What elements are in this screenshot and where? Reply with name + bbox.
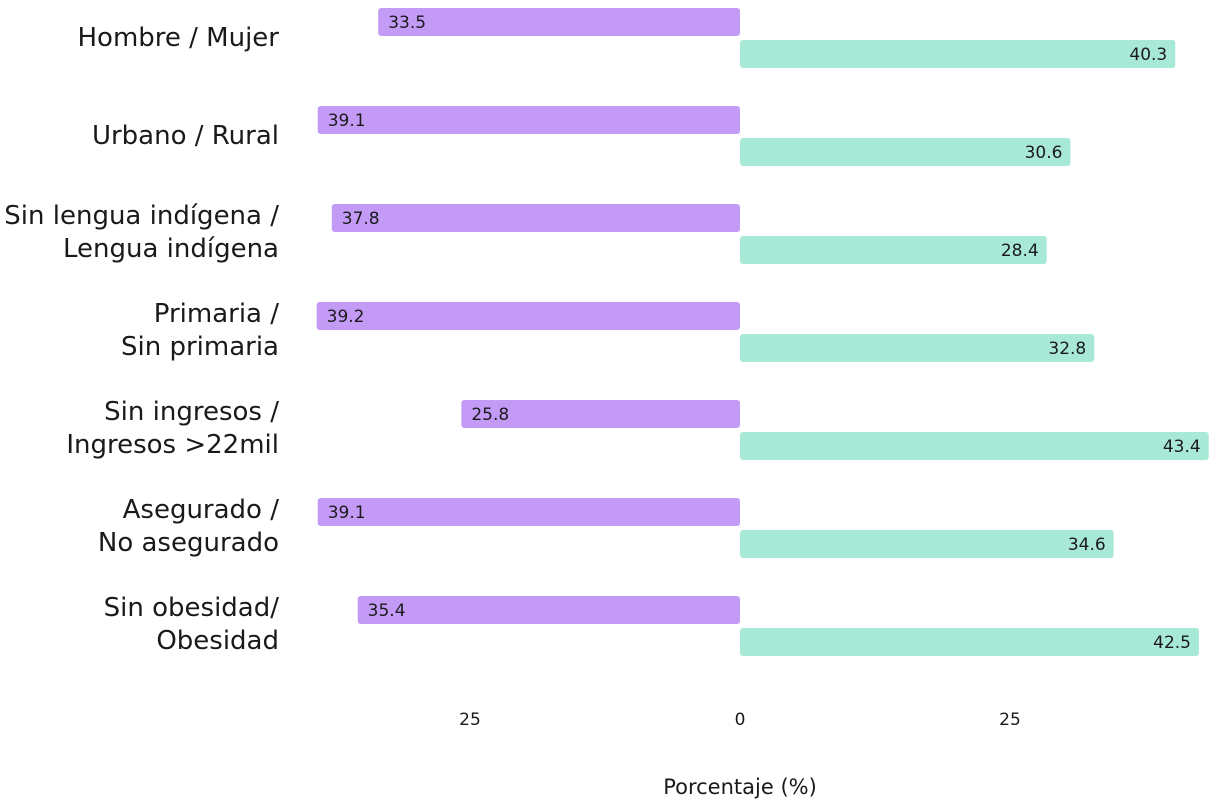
category-label-line: Hombre / Mujer (77, 23, 279, 53)
data-label: 39.2 (327, 307, 365, 327)
category-label: Hombre / Mujer (77, 23, 279, 53)
category-label-line: Ingresos >22mil (66, 430, 279, 460)
bar-right (740, 334, 1095, 362)
bar-right (740, 236, 1047, 264)
data-label: 35.4 (368, 601, 406, 621)
data-label: 39.1 (328, 111, 366, 131)
category-label-line: Asegurado / (123, 495, 280, 525)
category-label-line: Sin lengua indígena / (4, 201, 279, 231)
category-label-line: Sin ingresos / (104, 397, 279, 427)
category-label-line: Sin primaria (121, 332, 279, 362)
bar-left (378, 8, 740, 36)
bar-left (357, 596, 740, 624)
data-label: 34.6 (1068, 535, 1106, 555)
bar-left (331, 204, 740, 232)
category-label: Primaria / Sin primaria (121, 299, 279, 362)
x-tick-label: 25 (999, 710, 1021, 730)
bar-left (317, 498, 740, 526)
category-label-line: Primaria / (154, 299, 280, 329)
category-label: Sin lengua indígena / Lengua indígena (4, 201, 279, 264)
bar-right (740, 432, 1209, 460)
data-label: 37.8 (342, 209, 380, 229)
data-label: 40.3 (1129, 45, 1167, 65)
bar-left (461, 400, 740, 428)
category-label-line: Urbano / Rural (92, 121, 279, 151)
data-label: 39.1 (328, 503, 366, 523)
data-label: 43.4 (1163, 437, 1201, 457)
data-label: 32.8 (1048, 339, 1086, 359)
x-tick-label: 25 (459, 710, 481, 730)
data-label: 25.8 (471, 405, 509, 425)
bars-layer (316, 8, 1209, 656)
bar-left (316, 302, 740, 330)
x-axis-title: Porcentaje (%) (663, 775, 817, 799)
category-label-line: Sin obesidad/ (104, 593, 280, 623)
category-label-line: Obesidad (156, 626, 279, 656)
bar-right (740, 530, 1114, 558)
category-label-line: No asegurado (98, 528, 279, 558)
data-label: 28.4 (1001, 241, 1039, 261)
category-labels: Hombre / Mujer Urbano / Rural Sin lengua i… (4, 23, 279, 656)
data-label: 30.6 (1025, 143, 1063, 163)
x-tick-label: 0 (735, 710, 746, 730)
bar-left (317, 106, 740, 134)
category-label: Sin obesidad/Obesidad (104, 593, 280, 656)
x-axis-ticks: 25 0 25 (459, 710, 1021, 730)
bar-right (740, 138, 1071, 166)
data-label: 33.5 (388, 13, 426, 33)
value-labels: 33.5 40.3 39.1 30.6 37.8 28.4 39.2 32.8 25.8 43.4… (327, 13, 1201, 653)
data-label: 42.5 (1153, 633, 1191, 653)
bar-right (740, 40, 1176, 68)
category-label: Sin ingresos / Ingresos >22mil (66, 397, 279, 460)
category-label: Urbano / Rural (92, 121, 279, 151)
category-label: Asegurado / No asegurado (98, 495, 279, 558)
category-label-line: Lengua indígena (63, 234, 279, 264)
bar-right (740, 628, 1199, 656)
